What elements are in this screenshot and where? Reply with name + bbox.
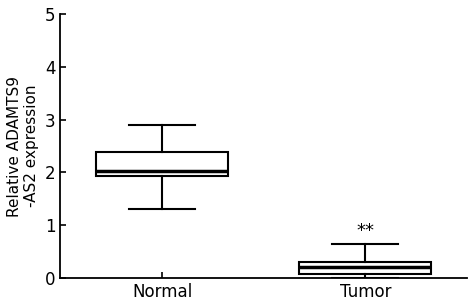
Text: **: ** xyxy=(356,222,374,240)
PathPatch shape xyxy=(299,262,431,274)
Y-axis label: Relative ADAMTS9
-AS2 expression: Relative ADAMTS9 -AS2 expression xyxy=(7,75,39,217)
PathPatch shape xyxy=(96,152,228,176)
